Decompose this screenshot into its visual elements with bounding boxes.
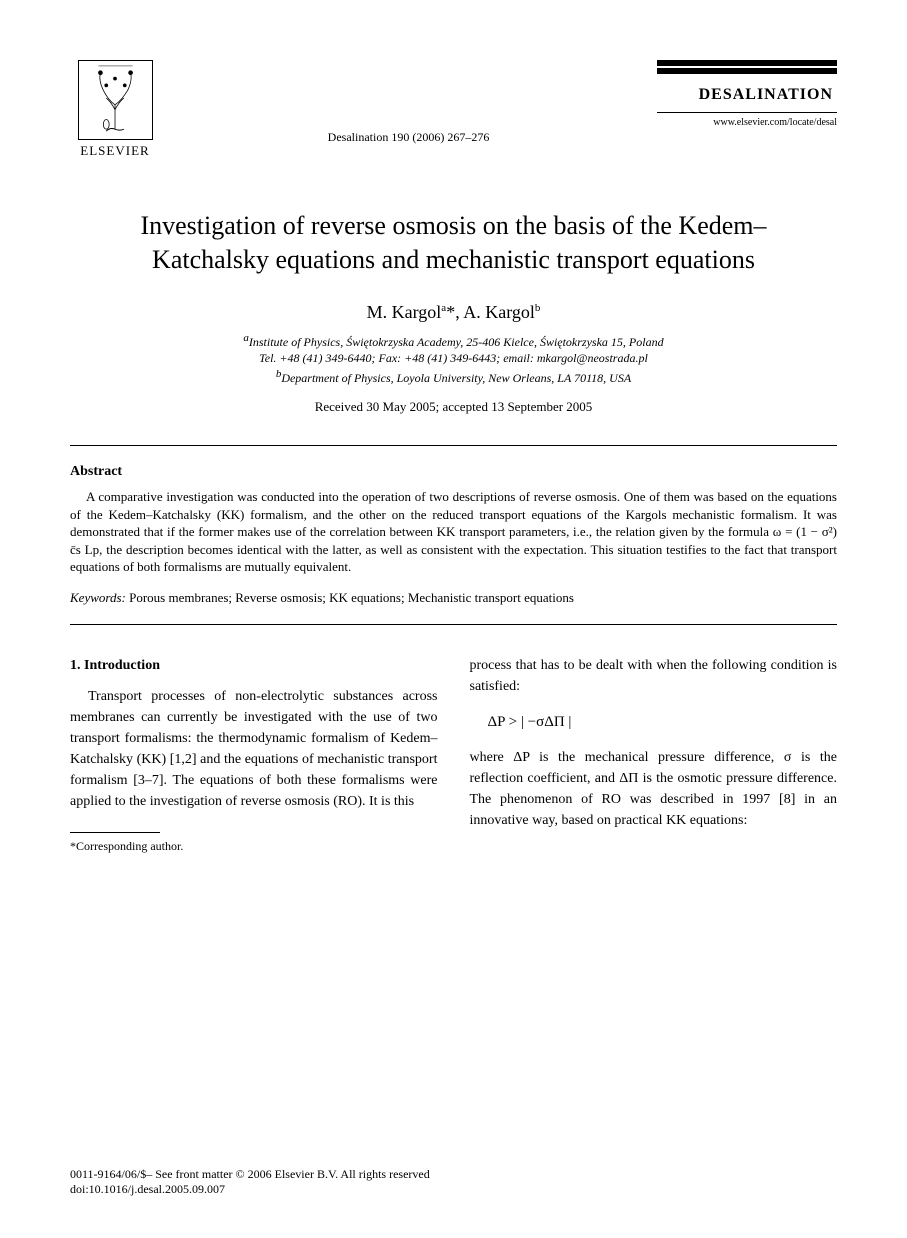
decorative-bar bbox=[657, 68, 837, 74]
keywords-text: Porous membranes; Reverse osmosis; KK eq… bbox=[126, 590, 574, 605]
authors-line: M. Kargola*, A. Kargolb bbox=[70, 302, 837, 323]
footnote-divider bbox=[70, 832, 160, 833]
publisher-logo-block: ELSEVIER bbox=[70, 60, 160, 159]
affiliation-line: bDepartment of Physics, Loyola Universit… bbox=[70, 367, 837, 387]
section-divider bbox=[70, 624, 837, 625]
decorative-bar bbox=[657, 60, 837, 66]
section-heading: 1. Introduction bbox=[70, 655, 438, 676]
equation: ΔP > | −σΔΠ | bbox=[488, 711, 838, 734]
body-paragraph: where ΔP is the mechanical pressure diff… bbox=[470, 747, 838, 831]
body-paragraph: process that has to be dealt with when t… bbox=[470, 655, 838, 697]
affil-marker: b bbox=[535, 302, 541, 314]
publisher-name: ELSEVIER bbox=[80, 143, 149, 159]
right-column: process that has to be dealt with when t… bbox=[470, 655, 838, 855]
corresponding-footnote: *Corresponding author. bbox=[70, 837, 438, 855]
left-column: 1. Introduction Transport processes of n… bbox=[70, 655, 438, 855]
keywords-label: Keywords: bbox=[70, 590, 126, 605]
affil-text: Institute of Physics, Świętokrzyska Acad… bbox=[249, 335, 664, 349]
affil-text: Department of Physics, Loyola University… bbox=[281, 371, 631, 385]
keywords-line: Keywords: Porous membranes; Reverse osmo… bbox=[70, 590, 837, 606]
separator: , bbox=[455, 302, 463, 322]
author-name: M. Kargol bbox=[367, 302, 442, 322]
copyright-line: 0011-9164/06/$– See front matter © 2006 … bbox=[70, 1167, 837, 1183]
contact-line: Tel. +48 (41) 349-6440; Fax: +48 (41) 34… bbox=[70, 350, 837, 367]
section-divider bbox=[70, 445, 837, 446]
footer-block: 0011-9164/06/$– See front matter © 2006 … bbox=[70, 1167, 837, 1198]
affiliations-block: aInstitute of Physics, Świętokrzyska Aca… bbox=[70, 331, 837, 387]
journal-url: www.elsevier.com/locate/desal bbox=[657, 113, 837, 128]
abstract-heading: Abstract bbox=[70, 464, 837, 480]
dates-line: Received 30 May 2005; accepted 13 Septem… bbox=[70, 399, 837, 415]
body-paragraph: Transport processes of non-electrolytic … bbox=[70, 686, 438, 812]
elsevier-tree-icon bbox=[78, 60, 153, 140]
header-row: ELSEVIER Desalination 190 (2006) 267–276… bbox=[70, 60, 837, 159]
article-title: Investigation of reverse osmosis on the … bbox=[110, 209, 797, 277]
body-columns: 1. Introduction Transport processes of n… bbox=[70, 655, 837, 855]
author-name: A. Kargol bbox=[463, 302, 535, 322]
corresponding-marker: * bbox=[446, 302, 455, 322]
abstract-part: A comparative investigation was conducte… bbox=[70, 489, 837, 539]
affiliation-line: aInstitute of Physics, Świętokrzyska Aca… bbox=[70, 331, 837, 351]
citation-line: Desalination 190 (2006) 267–276 bbox=[160, 60, 657, 145]
doi-line: doi:10.1016/j.desal.2005.09.007 bbox=[70, 1182, 837, 1198]
abstract-text: A comparative investigation was conducte… bbox=[70, 488, 837, 576]
journal-title-box: DESALINATION www.elsevier.com/locate/des… bbox=[657, 60, 837, 128]
abstract-part: , the description becomes identical with… bbox=[70, 542, 837, 575]
journal-name: DESALINATION bbox=[657, 78, 837, 113]
